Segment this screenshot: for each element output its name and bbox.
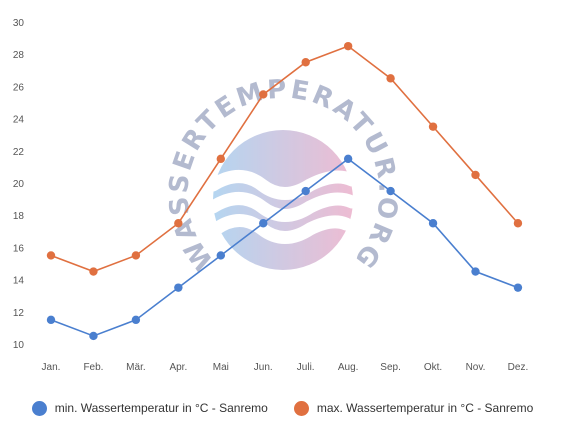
x-tick-label: Mär. (126, 362, 145, 373)
legend-label-max: max. Wassertemperatur in °C - Sanremo (316, 401, 534, 415)
data-point-0-6[interactable] (301, 186, 310, 196)
x-tick-label: Aug. (338, 362, 359, 373)
data-point-1-2[interactable] (131, 251, 141, 260)
data-point-0-3[interactable] (174, 283, 183, 292)
data-point-1-11[interactable] (513, 219, 523, 228)
data-point-1-1[interactable] (89, 267, 98, 276)
data-point-1-9[interactable] (428, 122, 438, 131)
x-tick-label: Feb. (83, 362, 103, 373)
data-point-1-4[interactable] (216, 154, 225, 164)
watermark-logo: WASSERTEMPERATUR.ORG (164, 74, 400, 275)
x-tick-label: Juli. (297, 362, 315, 373)
series-line-1 (50, 45, 519, 273)
y-tick-label: 24 (13, 115, 25, 126)
x-tick-label: Jun. (254, 362, 273, 373)
y-tick-label: 20 (13, 179, 25, 190)
data-point-0-11[interactable] (513, 283, 523, 292)
x-tick-label: Okt. (424, 362, 442, 373)
x-tick-label: Jan. (42, 362, 61, 373)
data-point-0-7[interactable] (343, 154, 353, 164)
data-point-0-0[interactable] (46, 315, 56, 325)
x-tick-label: Sep. (380, 362, 401, 373)
y-tick-label: 16 (13, 243, 25, 254)
legend-swatch-min (31, 400, 47, 416)
data-point-1-5[interactable] (259, 90, 268, 99)
series-layer (46, 41, 523, 341)
x-axis: Jan. Feb. Mär. Apr. Mai Jun. Juli. Aug. Sep. Okt.… (42, 362, 529, 373)
data-point-0-2[interactable] (131, 315, 141, 325)
y-tick-label: 22 (13, 147, 25, 158)
data-point-0-10[interactable] (471, 267, 480, 276)
data-point-1-10[interactable] (471, 170, 480, 180)
y-tick-label: 14 (13, 276, 25, 287)
series-line-0 (50, 157, 519, 337)
data-point-0-8[interactable] (386, 186, 395, 196)
y-tick-label: 26 (13, 82, 25, 93)
y-tick-label: 18 (13, 211, 25, 222)
data-point-0-9[interactable] (428, 219, 438, 228)
data-point-1-8[interactable] (386, 74, 395, 83)
legend-item-max[interactable]: max. Wassertemperatur in °C - Sanremo (293, 400, 534, 416)
y-tick-label: 30 (13, 18, 25, 29)
data-point-0-5[interactable] (259, 219, 268, 228)
y-tick-label: 10 (13, 340, 25, 351)
legend-label-min: min. Wassertemperatur in °C - Sanremo (54, 401, 268, 415)
x-tick-label: Nov. (466, 362, 486, 373)
y-tick-label: 12 (13, 308, 25, 319)
data-point-1-7[interactable] (343, 41, 353, 51)
data-point-1-3[interactable] (174, 219, 183, 228)
x-tick-label: Dez. (508, 362, 529, 373)
data-point-0-1[interactable] (89, 331, 98, 341)
y-tick-label: 28 (13, 50, 25, 61)
y-axis: 10 12 14 16 18 20 22 24 26 28 30 (13, 18, 25, 351)
x-tick-label: Mai (213, 362, 229, 373)
data-point-1-0[interactable] (46, 251, 56, 260)
data-point-0-4[interactable] (216, 251, 225, 260)
data-point-1-6[interactable] (301, 58, 310, 67)
legend-item-min[interactable]: min. Wassertemperatur in °C - Sanremo (31, 400, 268, 416)
legend-swatch-max (293, 400, 309, 416)
legend: min. Wassertemperatur in °C - Sanremo ma… (0, 396, 565, 420)
x-tick-label: Apr. (169, 362, 187, 373)
